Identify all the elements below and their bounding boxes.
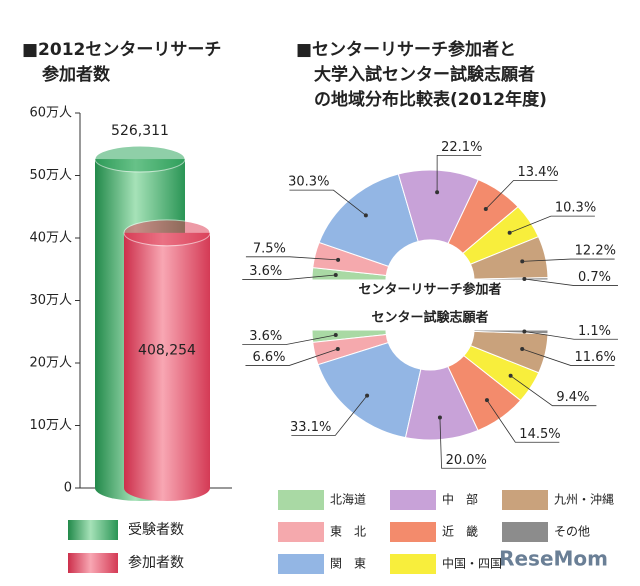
leader-dot: [520, 346, 525, 351]
legend-label: その他: [554, 525, 590, 539]
legend-label: 九州・沖縄: [554, 492, 614, 507]
cylinder-top: [94, 145, 186, 173]
legend-label: 受験者数: [128, 522, 184, 538]
y-tick-label: 10万人: [29, 418, 72, 433]
leader-line: [485, 180, 558, 210]
leader-line: [524, 278, 618, 286]
legend-swatch: [390, 490, 436, 510]
title-line: ■センターリサーチ参加者と: [296, 39, 516, 60]
pie-slice: [473, 329, 549, 335]
legend-swatch: [68, 520, 118, 540]
value-label: 1.1%: [578, 324, 611, 339]
value-label: 526,311: [111, 123, 169, 139]
legend-label: 中 部: [442, 492, 478, 507]
leader-line: [245, 348, 338, 366]
y-tick-label: 20万人: [29, 356, 72, 371]
value-label: 3.6%: [249, 264, 282, 279]
y-tick-label: 40万人: [29, 231, 72, 246]
legend-swatch: [502, 490, 548, 510]
y-tick-label: 0: [64, 481, 72, 496]
title-line: 大学入試センター試験志願者: [314, 64, 535, 85]
bar: [124, 232, 210, 488]
leader-dot: [335, 346, 340, 351]
legend-swatch: [390, 554, 436, 574]
value-label: 11.6%: [575, 350, 616, 365]
series-label: センター試験志願者: [371, 310, 488, 326]
series-label: センターリサーチ参加者: [358, 282, 501, 298]
legend-label: 北海道: [330, 492, 366, 507]
leader-line: [289, 189, 367, 216]
legend-label: 中国・四国: [442, 556, 502, 571]
y-tick-label: 30万人: [29, 293, 72, 308]
legend-label: 近 畿: [442, 525, 478, 539]
title-line: ■2012センターリサーチ: [22, 40, 221, 60]
value-label: 7.5%: [253, 241, 286, 256]
title-line: 参加者数: [42, 64, 111, 85]
legend-label: 参加者数: [128, 554, 184, 571]
value-label: 20.0%: [446, 453, 487, 468]
leader-line: [242, 274, 336, 280]
legend-swatch: [68, 553, 118, 573]
leader-line: [509, 215, 595, 234]
value-label: 9.4%: [556, 390, 589, 405]
leader-dot: [435, 190, 440, 195]
leader-dot: [522, 329, 527, 334]
value-label: 22.1%: [441, 140, 482, 155]
leader-dot: [336, 257, 341, 262]
leader-line: [510, 375, 597, 407]
legend-swatch: [278, 490, 324, 510]
leader-line: [522, 348, 615, 366]
leader-line: [245, 256, 339, 261]
leader-line: [242, 334, 336, 345]
leader-dot: [363, 213, 368, 218]
leader-dot: [483, 207, 488, 212]
leader-dot: [437, 415, 442, 420]
pie-slice: [318, 173, 419, 267]
value-label: 14.5%: [519, 427, 560, 442]
value-label: 12.2%: [575, 244, 616, 259]
value-label: 13.4%: [517, 165, 558, 180]
value-label: 6.6%: [252, 350, 285, 365]
value-label: 0.7%: [578, 270, 611, 285]
watermark: ReseMom: [499, 547, 608, 571]
legend-swatch: [278, 554, 324, 574]
value-label: 408,254: [138, 342, 196, 358]
leader-dot: [365, 393, 370, 398]
title-line: の地域分布比較表(2012年度): [314, 89, 547, 110]
leader-dot: [333, 332, 338, 337]
leader-line: [522, 258, 615, 262]
legend-label: 東 北: [330, 525, 366, 539]
y-tick-label: 60万人: [29, 106, 72, 121]
leader-dot: [507, 230, 512, 235]
cylinder-top: [123, 219, 211, 247]
value-label: 33.1%: [290, 420, 331, 435]
leader-line: [436, 154, 482, 193]
legend-swatch: [278, 522, 324, 542]
leader-line: [439, 417, 486, 469]
value-label: 10.3%: [555, 201, 596, 216]
legend-swatch: [390, 522, 436, 542]
pie-slice: [317, 341, 422, 439]
leader-dot: [520, 259, 525, 264]
leader-dot: [333, 273, 338, 278]
leader-line: [524, 331, 618, 340]
leader-dot: [508, 373, 513, 378]
value-label: 3.6%: [249, 329, 282, 344]
leader-dot: [522, 277, 527, 282]
value-label: 30.3%: [288, 175, 329, 190]
leader-dot: [484, 398, 489, 403]
leader-line: [486, 399, 560, 443]
legend-label: 関 東: [330, 557, 366, 571]
legend-swatch: [502, 522, 548, 542]
leader-line: [291, 395, 368, 436]
y-tick-label: 50万人: [29, 168, 72, 183]
